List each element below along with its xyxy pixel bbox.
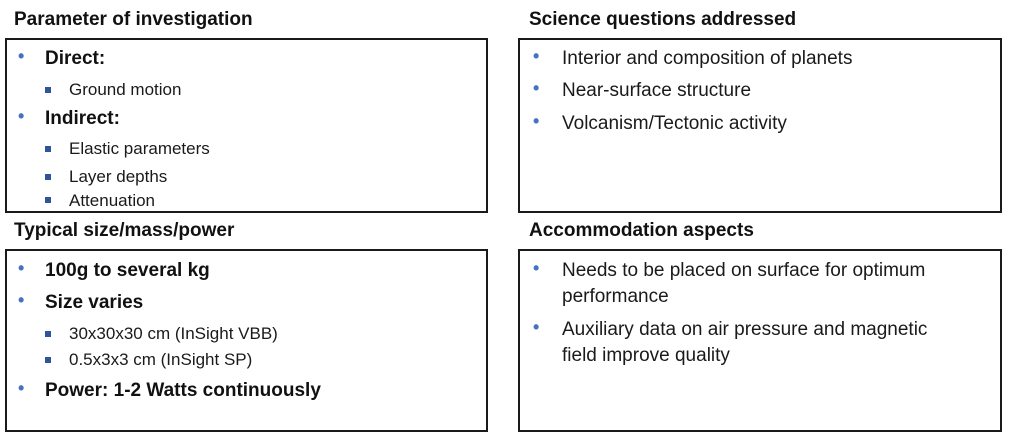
square-bullet-icon <box>45 197 51 203</box>
dot-bullet-icon: • <box>18 378 25 398</box>
list-item-text: Layer depths <box>69 167 168 186</box>
square-bullet-icon <box>45 357 51 363</box>
square-bullet-icon <box>45 87 51 93</box>
list-item-text: Auxiliary data on air pressure and magne… <box>562 319 928 340</box>
science-box: • Interior and composition of planets • … <box>518 38 1002 213</box>
science-title: Science questions addressed <box>529 9 797 30</box>
dot-bullet-icon: • <box>18 258 25 278</box>
dot-bullet-icon: • <box>533 46 540 66</box>
list-item-text: Needs to be placed on surface for optimu… <box>562 260 926 281</box>
dot-bullet-icon: • <box>533 111 540 131</box>
dot-bullet-icon: • <box>18 290 25 310</box>
dot-bullet-icon: • <box>18 106 25 126</box>
square-bullet-icon <box>45 331 51 337</box>
list-item-text: field improve quality <box>562 345 730 366</box>
list-item-text: Interior and composition of planets <box>562 48 853 69</box>
list-item-text: 100g to several kg <box>45 260 210 281</box>
dot-bullet-icon: • <box>533 317 540 337</box>
parameter-title: Parameter of investigation <box>14 9 253 30</box>
list-item-text: Near-surface structure <box>562 80 752 101</box>
parameter-box: • Direct: Ground motion • Indirect: Elas… <box>5 38 488 213</box>
square-bullet-icon <box>45 146 51 152</box>
accommodation-box: • Needs to be placed on surface for opti… <box>518 249 1002 432</box>
dot-bullet-icon: • <box>18 46 25 66</box>
list-item-text: 30x30x30 cm (InSight VBB) <box>69 324 278 343</box>
list-item-text: Attenuation <box>69 191 156 210</box>
list-item-text: Power: 1-2 Watts continuously <box>45 380 321 401</box>
typical-title: Typical size/mass/power <box>14 220 235 241</box>
list-item-text: Elastic parameters <box>69 139 210 158</box>
list-item-text: 0.5x3x3 cm (InSight SP) <box>69 350 253 369</box>
list-item-text: performance <box>562 286 669 307</box>
list-item-text: Size varies <box>45 292 144 313</box>
dot-bullet-icon: • <box>533 78 540 98</box>
list-item-text: Ground motion <box>69 80 182 99</box>
list-item-text: Direct: <box>45 48 106 69</box>
accommodation-title: Accommodation aspects <box>529 220 754 241</box>
square-bullet-icon <box>45 174 51 180</box>
typical-box: • 100g to several kg • Size varies 30x30… <box>5 249 488 432</box>
list-item-text: Indirect: <box>45 108 120 129</box>
list-item-text: Volcanism/Tectonic activity <box>562 113 787 134</box>
dot-bullet-icon: • <box>533 258 540 278</box>
